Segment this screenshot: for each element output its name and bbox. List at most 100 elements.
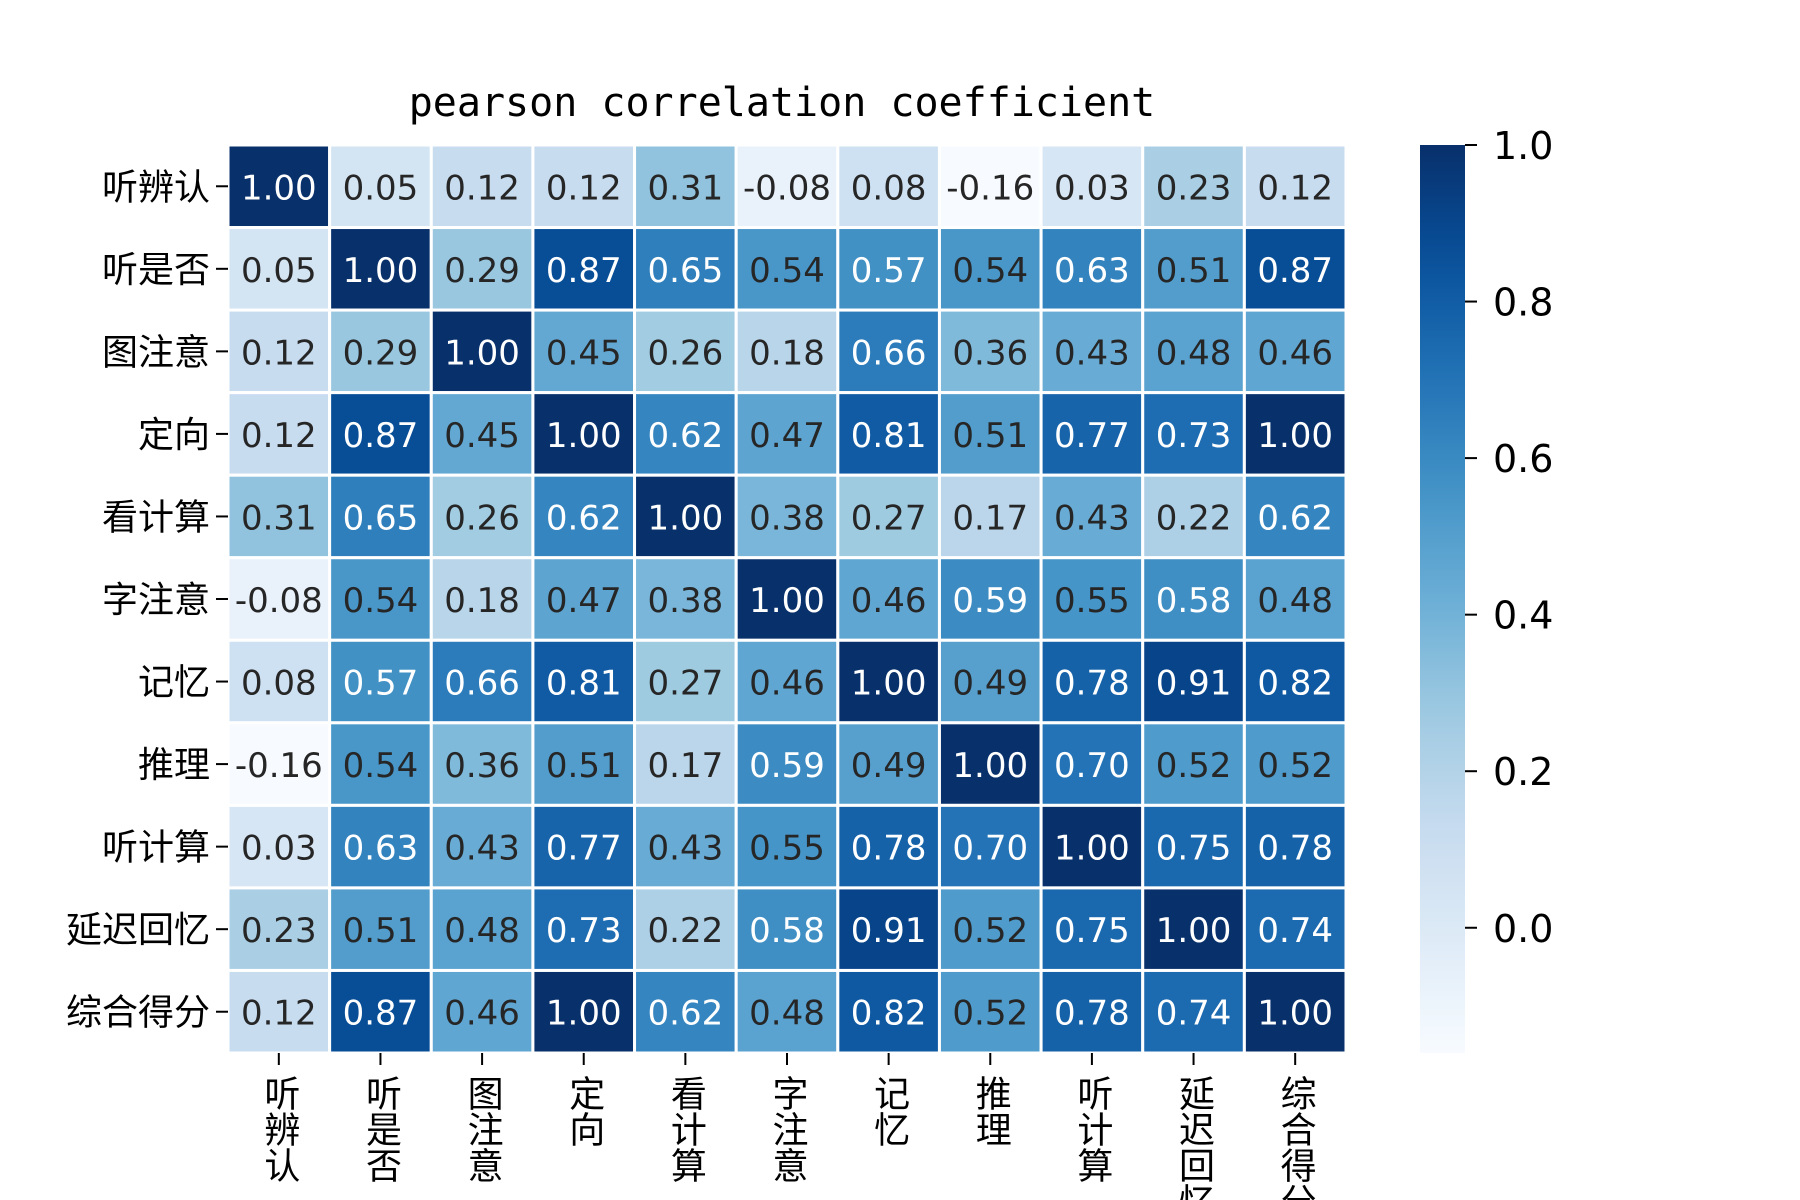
heatmap-cell — [1039, 308, 1145, 395]
heatmap-cell — [836, 308, 941, 395]
cell-value-label: 0.48 — [444, 911, 520, 951]
heatmap-cell — [328, 968, 433, 1055]
heatmap-cell — [734, 143, 840, 230]
cell-value-label: 0.31 — [648, 168, 724, 208]
colorbar-tick-label: 0.8 — [1493, 281, 1553, 325]
cell-value-label: 1.00 — [1257, 416, 1333, 456]
cell-value-label: 0.43 — [648, 829, 724, 869]
cell-value-label: 0.12 — [444, 168, 520, 208]
cell-value-label: 0.78 — [851, 829, 927, 869]
heatmap-cell — [1242, 638, 1348, 725]
cell-value-label: 0.73 — [1156, 416, 1232, 456]
cell-value-label: 0.55 — [1054, 581, 1130, 621]
cell-value-label: 0.77 — [546, 829, 622, 869]
heatmap-cell — [1141, 473, 1246, 560]
x-tick-label: 听是否 — [360, 1075, 401, 1183]
cell-value-label: 0.43 — [1054, 498, 1130, 538]
cell-value-label: 1.00 — [241, 168, 317, 208]
heatmap-cell — [633, 721, 738, 807]
x-tick-label: 听辨认 — [258, 1075, 299, 1183]
heatmap-cell — [734, 886, 840, 972]
cell-value-label: 0.75 — [1156, 829, 1232, 869]
heatmap-cell — [429, 473, 535, 560]
heatmap-cell — [531, 391, 637, 477]
heatmap-cell — [734, 226, 840, 312]
heatmap-cell — [1039, 226, 1145, 312]
cell-value-label: 0.45 — [444, 416, 520, 456]
cell-value-label: 0.05 — [343, 168, 419, 208]
cell-value-label: 0.18 — [749, 333, 825, 373]
x-tick-label: 字注意 — [767, 1075, 808, 1183]
cell-value-label: 0.77 — [1054, 416, 1130, 456]
heatmap-cell — [937, 721, 1043, 807]
cell-value-label: 0.49 — [952, 664, 1028, 704]
cell-value-label: 0.62 — [648, 994, 724, 1034]
cell-value-labels: 1.00 0.05 0.12 0.12 0.31 -0.08 0.08 -0.16 0.03 0.… — [235, 168, 1333, 1033]
cell-value-label: 0.82 — [851, 994, 927, 1034]
cell-value-label: 0.31 — [241, 498, 317, 538]
cell-value-label: 0.51 — [343, 911, 419, 951]
y-tick-label: 听计算 — [102, 828, 210, 869]
heatmap-cell — [633, 308, 738, 395]
heatmap-cell — [226, 308, 332, 395]
heatmap-cell — [226, 638, 332, 725]
cell-value-label: 0.54 — [343, 581, 419, 621]
cell-value-label: 0.55 — [749, 829, 825, 869]
cell-value-label: 1.00 — [1156, 911, 1232, 951]
heatmap-cell — [429, 638, 535, 725]
cell-value-label: 0.03 — [1054, 168, 1130, 208]
heatmap-cell — [734, 556, 840, 642]
heatmap-cell — [1141, 638, 1246, 725]
cell-value-label: 0.62 — [546, 498, 622, 538]
cell-value-label: 0.82 — [1257, 664, 1333, 704]
cell-value-label: 1.00 — [343, 251, 419, 291]
cell-value-label: 0.29 — [444, 251, 520, 291]
cell-value-label: 0.22 — [648, 911, 724, 951]
heatmap-cell — [734, 473, 840, 560]
cell-value-label: 0.17 — [952, 498, 1028, 538]
heatmap-cell — [836, 803, 941, 890]
cell-value-label: 0.81 — [546, 664, 622, 704]
cell-value-label: 0.27 — [851, 498, 927, 538]
cell-value-label: -0.16 — [946, 168, 1034, 208]
cell-value-label: 0.27 — [648, 664, 724, 704]
heatmap-cell — [1242, 968, 1348, 1055]
heatmap-cell — [1242, 143, 1348, 230]
x-tick-label: 听计算 — [1071, 1075, 1112, 1183]
heatmap-cell — [734, 968, 840, 1055]
x-axis: 听辨认 听是否 图注意 定向 看计算 字注意 记忆 推理 听计算 延迟回忆 综合得分 — [258, 1053, 1317, 1200]
cell-value-label: 0.46 — [749, 664, 825, 704]
y-tick-label: 字注意 — [102, 580, 210, 621]
x-tick-label: 综合得分 — [1275, 1075, 1317, 1200]
x-tick-label: 看计算 — [665, 1075, 706, 1183]
x-tick-label: 定向 — [563, 1075, 604, 1147]
heatmap-cell — [937, 803, 1043, 890]
cell-value-label: 0.54 — [749, 251, 825, 291]
cell-value-label: 0.74 — [1257, 911, 1333, 951]
cell-value-label: 0.52 — [1257, 746, 1333, 786]
cell-value-label: 0.65 — [343, 498, 419, 538]
heatmap-cell — [328, 721, 433, 807]
heatmap-cell — [633, 886, 738, 972]
chart-title: pearson correlation coefficient — [409, 80, 1156, 126]
cell-value-label: 0.78 — [1054, 664, 1130, 704]
heatmap-cell — [531, 886, 637, 972]
cell-value-label: 0.81 — [851, 416, 927, 456]
heatmap-cell — [836, 473, 941, 560]
cell-value-label: 0.63 — [343, 829, 419, 869]
cell-value-label: 0.78 — [1054, 994, 1130, 1034]
cell-value-label: 0.26 — [648, 333, 724, 373]
cell-value-label: 0.87 — [546, 251, 622, 291]
cell-value-label: 0.45 — [546, 333, 622, 373]
cell-value-label: 0.52 — [1156, 746, 1232, 786]
cell-value-label: 0.75 — [1054, 911, 1130, 951]
cell-value-label: 0.38 — [749, 498, 825, 538]
x-tick-label: 推理 — [970, 1075, 1011, 1147]
cell-value-label: 0.48 — [749, 994, 825, 1034]
heatmap-cell — [226, 556, 332, 642]
cell-value-label: 1.00 — [648, 498, 724, 538]
cell-value-label: 0.78 — [1257, 829, 1333, 869]
cell-value-label: 0.47 — [749, 416, 825, 456]
colorbar-tick-label: 0.0 — [1493, 907, 1553, 951]
cell-value-label: 0.38 — [648, 581, 724, 621]
